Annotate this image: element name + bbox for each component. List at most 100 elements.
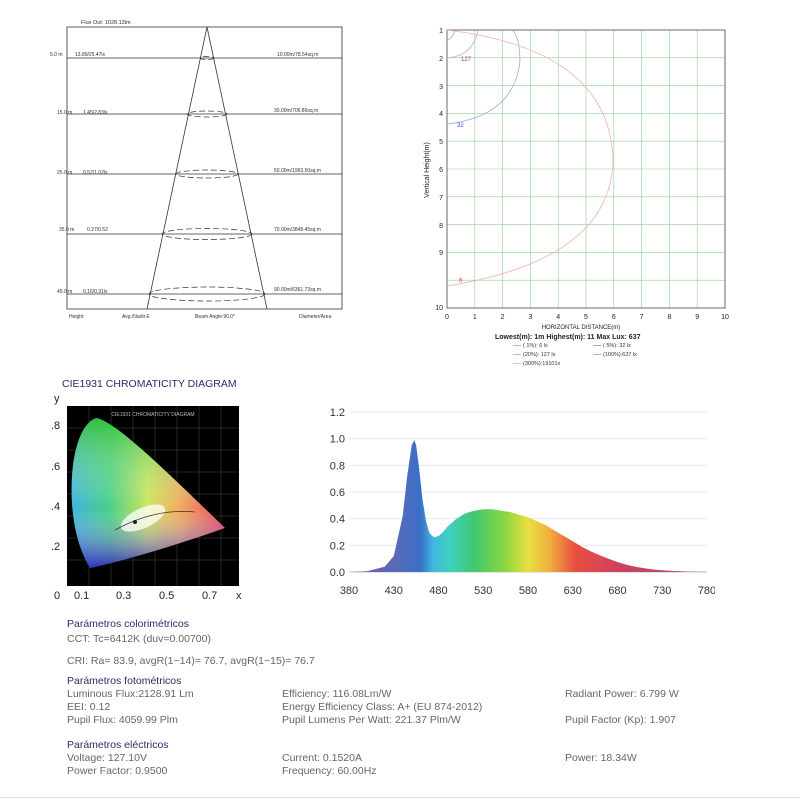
cri-value: CRI: Ra= 83.9, avgR(1~14)= 76.7, avgR(1~…: [67, 655, 315, 667]
eei-value: EEI: 0.12: [67, 701, 111, 713]
spectrum-y-tick: 0.4: [330, 514, 345, 526]
beam-area-label: 50.00m/1963.50sq.m: [274, 168, 321, 174]
isolux-curve-20pct: [447, 30, 479, 59]
spectrum-x-tick: 580: [519, 585, 537, 597]
spectrum-x-tick: 380: [340, 585, 358, 597]
cie-x-tick: 0.7: [202, 590, 217, 602]
cie-x-tick: 0: [54, 590, 60, 602]
spectrum-chart: 0.0 0.2 0.4 0.6 0.8 1.0 1.2 380 430 480 530 580 630 6…: [330, 407, 715, 597]
beam-area-label: 10.00m/78.54sq.m: [277, 52, 318, 58]
cie-planckian-locus: [114, 511, 196, 531]
spectrum-labels: 0.0 0.2 0.4 0.6 0.8 1.0 1.2 380 430 480 530 580 630 6…: [330, 407, 715, 597]
isolux-y-tick: 3: [439, 84, 443, 91]
power-value: Power: 18.34W: [565, 752, 637, 764]
isolux-legend-item: ( 1%): 6 lx: [523, 343, 548, 349]
isolux-x-tick: 8: [667, 314, 671, 321]
isolux-xlabel: HORIZONTAL DISTANCE(m): [542, 325, 621, 331]
flux-out-label: Flux Out: 1028.13lm: [81, 20, 131, 26]
luminous-flux-value: Luminous Flux:2128.91 Lm: [67, 688, 194, 700]
isolux-y-tick: 1: [439, 28, 443, 35]
isolux-y-tick: 9: [439, 250, 443, 257]
cie-y-tick: .6: [51, 461, 60, 473]
isolux-x-tick: 10: [721, 314, 729, 321]
pupil-flux-value: Pupil Flux: 4059.99 Plm: [67, 714, 178, 726]
isolux-x-tick: 6: [612, 314, 616, 321]
isolux-label-6: 6: [459, 278, 463, 284]
beam-edge-right: [206, 26, 268, 310]
beam-height-label: 45.0 m: [57, 289, 72, 295]
electrical-title: Parámetros eléctricos: [67, 739, 169, 751]
isolux-curve-100pct: [447, 30, 456, 41]
voltage-value: Voltage: 127.10V: [67, 752, 147, 764]
cct-value: CCT: Tc=6412K (duv=0.00700): [67, 633, 211, 645]
cie-x-tick: 0.1: [74, 590, 89, 602]
isolux-frame: [446, 29, 726, 309]
isolux-x-tick: 3: [528, 314, 532, 321]
isolux-y-tick: 7: [439, 195, 443, 202]
beam-footer-angle: Beam Angle:90.0°: [195, 314, 235, 320]
beam-area-label: 90.00m/6361.73sq.m: [274, 287, 321, 293]
beam-height-label: 15.0 m: [57, 110, 72, 116]
current-value: Current: 0.1520A: [282, 752, 362, 764]
cie-inner-title: CIE1931 CHROMATICITY DIAGRAM: [111, 412, 194, 418]
beam-height-label: 35.0 m: [59, 227, 74, 233]
energy-class-value: Energy Efficiency Class: A+ (EU 874-2012…: [282, 701, 483, 713]
beam-area-label: 70.00m/3848.45sq.m: [274, 227, 321, 233]
beam-lux-label: 0.27/0.52: [87, 227, 108, 233]
isolux-label-32: 32: [457, 123, 464, 129]
spectrum-x-tick: 730: [653, 585, 671, 597]
isolux-x-tick: 5: [584, 314, 588, 321]
cie-x-tick: 0.3: [116, 590, 131, 602]
beam-area-label: 30.00m/706.86sq.m: [274, 108, 318, 114]
pupil-lpw-value: Pupil Lumens Per Watt: 221.37 Plm/W: [282, 714, 461, 726]
isolux-x-tick: 9: [695, 314, 699, 321]
beam-row-lines: [67, 57, 342, 295]
colorimetric-title: Parámetros colorimétricos: [67, 618, 189, 630]
isolux-y-tick: 2: [439, 56, 443, 63]
beam-lux-label: 0.52/1.02lx: [83, 170, 108, 176]
spectrum-y-tick: 0.6: [330, 487, 345, 499]
photometric-title: Parámetros fotométricos: [67, 675, 182, 687]
beam-height-label: 5.0 m: [50, 52, 63, 58]
isolux-x-tick: 0: [445, 314, 449, 321]
spectrum-y-tick: 0.2: [330, 540, 345, 552]
isolux-x-tick: 1: [473, 314, 477, 321]
cie-x-axis-label: x: [236, 590, 242, 602]
isolux-grid: [447, 30, 725, 308]
power-factor-value: Power Factor: 0.9500: [67, 765, 168, 777]
cie-sample-point: [133, 520, 137, 524]
isolux-legend-item: (100%):637 lx: [603, 352, 637, 358]
beam-diagram: Flux Out: 1028.13lm 5.0 m 13.89/25.47lx …: [50, 20, 343, 320]
beam-frame: [66, 26, 343, 310]
spectrum-y-tick: 1.0: [330, 434, 345, 446]
beam-lux-label: 1.45/2.83lx: [83, 110, 108, 116]
isolux-x-tick: 7: [640, 314, 644, 321]
isolux-x-tick: 4: [556, 314, 560, 321]
cie-y-axis-label: y: [54, 393, 60, 405]
isolux-y-tick: 4: [439, 111, 443, 118]
spectrum-x-tick: 630: [564, 585, 582, 597]
cie-title: CIE1931 CHROMATICITY DIAGRAM: [62, 378, 237, 390]
spectrum-y-tick: 0.0: [330, 567, 345, 579]
isolux-curve-1pct: [447, 30, 614, 287]
cie-y-tick: .8: [51, 420, 60, 432]
spectrum-x-tick: 680: [608, 585, 626, 597]
spectrum-x-tick: 780: [698, 585, 715, 597]
cie-y-tick: .2: [51, 541, 60, 553]
beam-ellipses: [148, 56, 266, 302]
spectrum-area: [349, 440, 707, 572]
radiant-power-value: Radiant Power: 6.799 W: [565, 688, 679, 700]
isolux-curve-5pct: [447, 30, 521, 125]
beam-lux-label: 0.16/0.31lx: [83, 289, 108, 295]
beam-edge-left: [146, 26, 208, 310]
spectrum-y-tick: 0.8: [330, 460, 345, 472]
isolux-ylabel: Vertical Height(m): [424, 142, 431, 198]
beam-footer-avg: Avg./Nadir.E: [122, 314, 150, 320]
cie-x-tick: 0.5: [159, 590, 174, 602]
spectrum-x-tick: 430: [385, 585, 403, 597]
footer-divider: [0, 797, 800, 798]
efficiency-value: Efficiency: 116.08Lm/W: [282, 688, 392, 700]
cie-gamut-overlay: [71, 418, 225, 568]
isolux-x-tick: 2: [501, 314, 505, 321]
isolux-stats: Lowest(m): 1m Highest(m): 11 Max Lux: 63…: [495, 334, 641, 341]
